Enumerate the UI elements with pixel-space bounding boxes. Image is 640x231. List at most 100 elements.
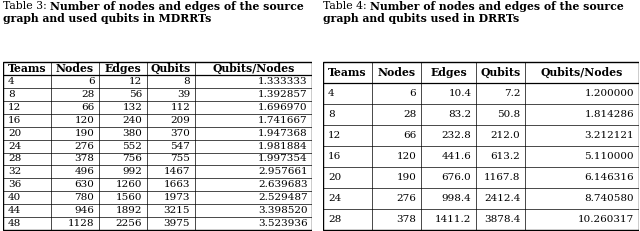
Text: 276: 276 — [396, 194, 416, 203]
Text: 2.529487: 2.529487 — [258, 193, 308, 202]
Text: 370: 370 — [170, 129, 190, 138]
Text: 232.8: 232.8 — [442, 131, 472, 140]
Text: 8.740580: 8.740580 — [584, 194, 634, 203]
Text: graph and qubits used in DRRTs: graph and qubits used in DRRTs — [323, 13, 520, 24]
Text: 10.260317: 10.260317 — [578, 215, 634, 224]
Text: 4: 4 — [328, 89, 335, 98]
Text: 24: 24 — [8, 142, 21, 151]
Text: 28: 28 — [403, 110, 416, 119]
Text: Edges: Edges — [104, 63, 141, 74]
Text: 44: 44 — [8, 206, 21, 215]
Text: 16: 16 — [328, 152, 341, 161]
Text: 380: 380 — [122, 129, 142, 138]
Text: 28: 28 — [328, 215, 341, 224]
Text: 24: 24 — [328, 194, 341, 203]
Text: Qubits/Nodes: Qubits/Nodes — [541, 67, 623, 78]
Text: 1.981884: 1.981884 — [258, 142, 308, 151]
Text: 1.333333: 1.333333 — [258, 77, 308, 86]
Text: 40: 40 — [8, 193, 21, 202]
Text: 1663: 1663 — [164, 180, 190, 189]
Text: 28: 28 — [81, 90, 94, 99]
Text: 12: 12 — [129, 77, 142, 86]
Text: 547: 547 — [170, 142, 190, 151]
Text: 6.146316: 6.146316 — [584, 173, 634, 182]
Text: 6: 6 — [88, 77, 94, 86]
Text: 7.2: 7.2 — [504, 89, 520, 98]
Text: Edges: Edges — [430, 67, 467, 78]
Text: 56: 56 — [129, 90, 142, 99]
Text: 2.957661: 2.957661 — [258, 167, 308, 176]
Text: 676.0: 676.0 — [442, 173, 472, 182]
Text: 3.212121: 3.212121 — [584, 131, 634, 140]
Text: 66: 66 — [403, 131, 416, 140]
Text: 1973: 1973 — [164, 193, 190, 202]
Bar — [3, 62, 312, 230]
Text: Nodes: Nodes — [56, 63, 94, 74]
Text: 32: 32 — [8, 167, 21, 176]
Text: 1.696970: 1.696970 — [258, 103, 308, 112]
Text: 992: 992 — [122, 167, 142, 176]
Text: 1.947368: 1.947368 — [258, 129, 308, 138]
Text: 50.8: 50.8 — [497, 110, 520, 119]
Text: 16: 16 — [8, 116, 21, 125]
Text: 120: 120 — [74, 116, 94, 125]
Text: Number of nodes and edges of the source: Number of nodes and edges of the source — [371, 1, 624, 12]
Text: 2.639683: 2.639683 — [258, 180, 308, 189]
Text: 190: 190 — [74, 129, 94, 138]
Text: Number of nodes and edges of the source: Number of nodes and edges of the source — [51, 1, 304, 12]
Text: 276: 276 — [74, 142, 94, 151]
Text: 20: 20 — [8, 129, 21, 138]
Text: 3975: 3975 — [164, 219, 190, 228]
Text: 3878.4: 3878.4 — [484, 215, 520, 224]
Text: 3.523936: 3.523936 — [258, 219, 308, 228]
Text: 1892: 1892 — [116, 206, 142, 215]
Text: 441.6: 441.6 — [442, 152, 472, 161]
Text: Qubits: Qubits — [151, 63, 191, 74]
Text: 1467: 1467 — [164, 167, 190, 176]
Text: 1.997354: 1.997354 — [258, 155, 308, 164]
Text: 120: 120 — [396, 152, 416, 161]
Text: 12: 12 — [328, 131, 341, 140]
Text: 1128: 1128 — [68, 219, 94, 228]
Text: 2412.4: 2412.4 — [484, 194, 520, 203]
Text: 998.4: 998.4 — [442, 194, 472, 203]
Text: Qubits/Nodes: Qubits/Nodes — [212, 63, 295, 74]
Text: 3215: 3215 — [164, 206, 190, 215]
Text: Qubits: Qubits — [481, 67, 521, 78]
Text: 780: 780 — [74, 193, 94, 202]
Text: 5.110000: 5.110000 — [584, 152, 634, 161]
Text: 20: 20 — [328, 173, 341, 182]
Text: 552: 552 — [122, 142, 142, 151]
Text: 1260: 1260 — [116, 180, 142, 189]
Text: Table 3:: Table 3: — [3, 1, 51, 11]
Text: 1.392857: 1.392857 — [258, 90, 308, 99]
Text: 1560: 1560 — [116, 193, 142, 202]
Text: 190: 190 — [396, 173, 416, 182]
Text: 496: 496 — [74, 167, 94, 176]
Text: Nodes: Nodes — [378, 67, 415, 78]
Text: 8: 8 — [8, 90, 15, 99]
Text: 66: 66 — [81, 103, 94, 112]
Text: 83.2: 83.2 — [449, 110, 472, 119]
Text: 1.200000: 1.200000 — [584, 89, 634, 98]
Text: 36: 36 — [8, 180, 21, 189]
Text: 28: 28 — [8, 155, 21, 164]
Text: 112: 112 — [170, 103, 190, 112]
Text: 1.814286: 1.814286 — [584, 110, 634, 119]
Text: Teams: Teams — [8, 63, 47, 74]
Text: 8: 8 — [328, 110, 335, 119]
Text: 10.4: 10.4 — [449, 89, 472, 98]
Text: 1167.8: 1167.8 — [484, 173, 520, 182]
Text: 1411.2: 1411.2 — [435, 215, 472, 224]
Text: 39: 39 — [177, 90, 190, 99]
Text: 755: 755 — [170, 155, 190, 164]
Text: 756: 756 — [122, 155, 142, 164]
Text: 209: 209 — [170, 116, 190, 125]
Text: graph and used qubits in MDRRTs: graph and used qubits in MDRRTs — [3, 13, 212, 24]
Text: Teams: Teams — [328, 67, 367, 78]
Text: Table 4:: Table 4: — [323, 1, 371, 11]
Text: 132: 132 — [122, 103, 142, 112]
Text: 2256: 2256 — [116, 219, 142, 228]
Text: 6: 6 — [410, 89, 416, 98]
Text: 4: 4 — [8, 77, 15, 86]
